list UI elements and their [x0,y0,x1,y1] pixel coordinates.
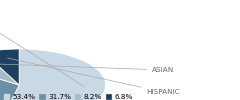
Wedge shape [0,49,19,85]
Wedge shape [0,52,19,85]
Legend: 53.4%, 31.7%, 8.2%, 6.8%: 53.4%, 31.7%, 8.2%, 6.8% [4,94,133,100]
Wedge shape [0,64,19,100]
Text: ASIAN: ASIAN [0,63,174,73]
Wedge shape [1,49,106,100]
Text: WHITE: WHITE [0,9,84,86]
Text: HISPANIC: HISPANIC [8,58,180,95]
